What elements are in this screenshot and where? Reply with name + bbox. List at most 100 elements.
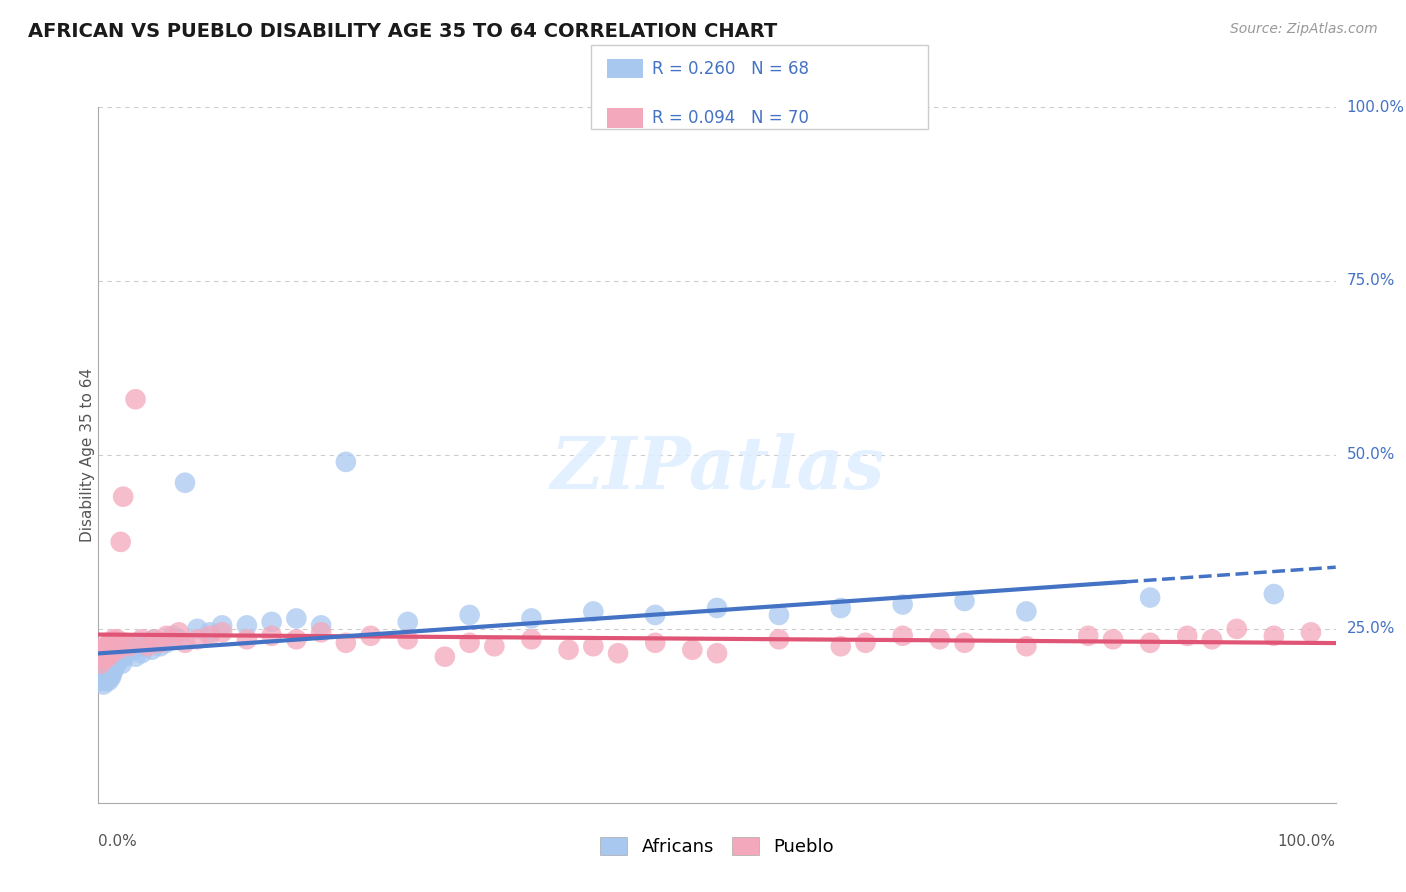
Point bbox=[211, 625, 233, 640]
Point bbox=[100, 671, 122, 685]
Point bbox=[1139, 636, 1161, 650]
Point bbox=[557, 642, 579, 657]
Point bbox=[706, 646, 728, 660]
Point bbox=[162, 629, 184, 643]
Point bbox=[484, 639, 506, 653]
Point bbox=[103, 642, 125, 657]
Point bbox=[136, 639, 159, 653]
Point bbox=[520, 632, 543, 647]
Point bbox=[706, 601, 728, 615]
Point bbox=[582, 639, 605, 653]
Point bbox=[115, 646, 138, 660]
Point bbox=[211, 618, 233, 632]
Point bbox=[1015, 639, 1038, 653]
Point bbox=[134, 639, 156, 653]
Point bbox=[285, 632, 308, 647]
Text: 100.0%: 100.0% bbox=[1347, 100, 1405, 114]
Point bbox=[128, 639, 150, 653]
Point bbox=[285, 611, 308, 625]
Point bbox=[101, 660, 124, 674]
Text: AFRICAN VS PUEBLO DISABILITY AGE 35 TO 64 CORRELATION CHART: AFRICAN VS PUEBLO DISABILITY AGE 35 TO 6… bbox=[28, 22, 778, 41]
Text: R = 0.094   N = 70: R = 0.094 N = 70 bbox=[652, 109, 810, 127]
Point bbox=[94, 642, 117, 657]
Point bbox=[121, 642, 143, 657]
Point bbox=[118, 639, 141, 653]
Point bbox=[101, 639, 124, 653]
Point bbox=[94, 649, 117, 664]
Point bbox=[186, 632, 208, 647]
Point bbox=[830, 601, 852, 615]
Point bbox=[131, 632, 153, 647]
Point bbox=[100, 646, 122, 660]
Point bbox=[91, 671, 114, 685]
Text: 50.0%: 50.0% bbox=[1347, 448, 1395, 462]
Text: 25.0%: 25.0% bbox=[1347, 622, 1395, 636]
Point bbox=[198, 629, 221, 643]
Text: ZIPatlas: ZIPatlas bbox=[550, 434, 884, 504]
Point bbox=[396, 632, 419, 647]
Point bbox=[1226, 622, 1249, 636]
Point bbox=[96, 671, 118, 685]
Point bbox=[112, 649, 135, 664]
Point bbox=[396, 615, 419, 629]
Point bbox=[768, 607, 790, 622]
Point bbox=[335, 636, 357, 650]
Point bbox=[174, 475, 197, 490]
Point bbox=[953, 636, 976, 650]
Point bbox=[1102, 632, 1125, 647]
Point bbox=[1201, 632, 1223, 647]
Point bbox=[112, 642, 135, 657]
Point bbox=[98, 660, 121, 674]
Point bbox=[100, 636, 122, 650]
Point bbox=[105, 657, 128, 671]
Point bbox=[167, 625, 190, 640]
Point bbox=[644, 636, 666, 650]
Point bbox=[131, 646, 153, 660]
Point bbox=[104, 649, 127, 664]
Point bbox=[768, 632, 790, 647]
Point bbox=[105, 632, 128, 647]
Point bbox=[100, 657, 122, 671]
Point bbox=[855, 636, 877, 650]
Point bbox=[1263, 587, 1285, 601]
Point bbox=[108, 649, 131, 664]
Point bbox=[98, 664, 121, 678]
Point bbox=[114, 642, 136, 657]
Point bbox=[103, 639, 125, 653]
Point bbox=[520, 611, 543, 625]
Point bbox=[107, 642, 129, 657]
Point bbox=[458, 636, 481, 650]
Point bbox=[891, 629, 914, 643]
Point bbox=[309, 618, 332, 632]
Point bbox=[107, 653, 129, 667]
Point bbox=[830, 639, 852, 653]
Point bbox=[1263, 629, 1285, 643]
Point bbox=[309, 625, 332, 640]
Point bbox=[114, 636, 136, 650]
Point bbox=[186, 622, 208, 636]
Point bbox=[93, 664, 115, 678]
Text: 0.0%: 0.0% bbox=[98, 834, 138, 849]
Point bbox=[953, 594, 976, 608]
Point bbox=[149, 639, 172, 653]
Point bbox=[198, 625, 221, 640]
Point bbox=[118, 639, 141, 653]
Point bbox=[94, 660, 117, 674]
Point bbox=[236, 632, 259, 647]
Point bbox=[94, 674, 117, 689]
Point bbox=[93, 646, 115, 660]
Point bbox=[1077, 629, 1099, 643]
Y-axis label: Disability Age 35 to 64: Disability Age 35 to 64 bbox=[80, 368, 94, 542]
Point bbox=[335, 455, 357, 469]
Point bbox=[236, 618, 259, 632]
Point bbox=[928, 632, 950, 647]
Point bbox=[149, 636, 172, 650]
Point bbox=[141, 642, 163, 657]
Point bbox=[260, 629, 283, 643]
Point bbox=[582, 605, 605, 619]
Text: 100.0%: 100.0% bbox=[1278, 834, 1336, 849]
Point bbox=[96, 639, 118, 653]
Point bbox=[96, 646, 118, 660]
Point bbox=[124, 649, 146, 664]
Point bbox=[1139, 591, 1161, 605]
